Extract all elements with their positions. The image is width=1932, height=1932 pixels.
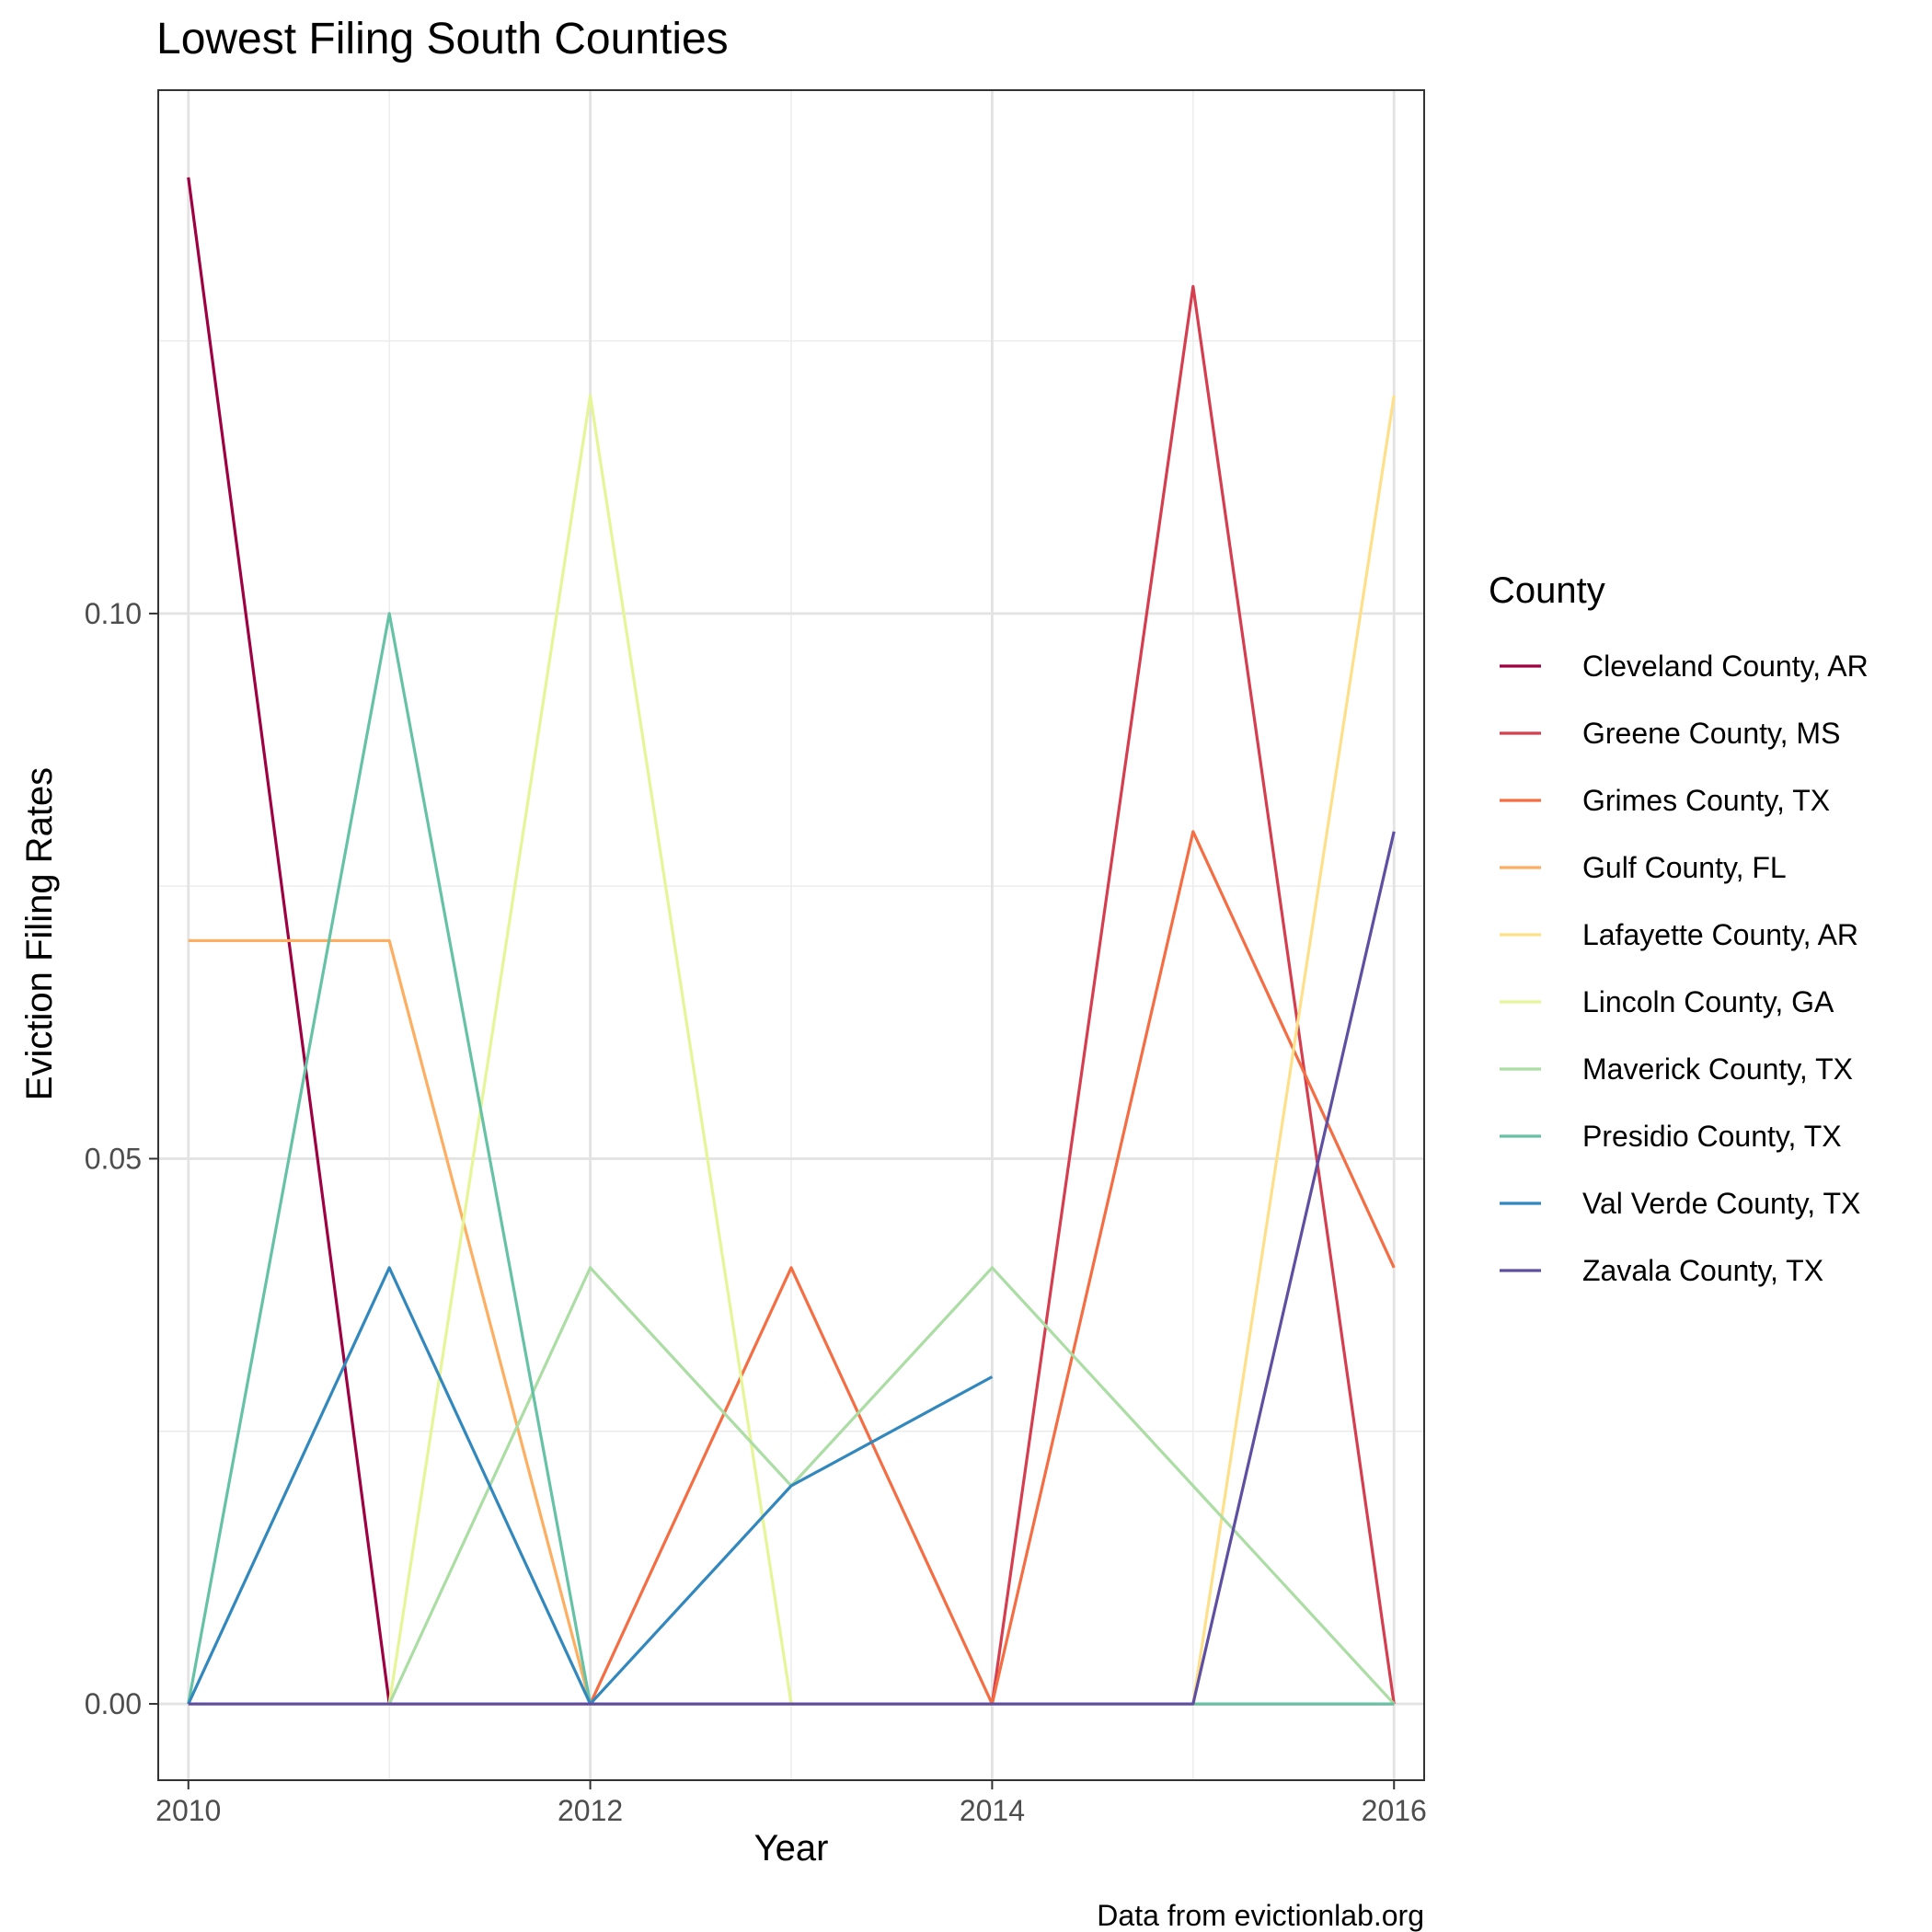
legend-title: County bbox=[1489, 570, 1605, 611]
x-axis-label: Year bbox=[754, 1828, 829, 1869]
legend-item: Presidio County, TX bbox=[1500, 1120, 1842, 1153]
legend-label: Grimes County, TX bbox=[1582, 784, 1830, 817]
x-axis: 2010 2012 2014 2016 bbox=[155, 1780, 1427, 1827]
legend-label: Val Verde County, TX bbox=[1582, 1187, 1860, 1220]
y-axis: 0.00 0.05 0.10 bbox=[85, 597, 158, 1720]
legend-label: Maverick County, TX bbox=[1582, 1052, 1853, 1086]
legend-item: Val Verde County, TX bbox=[1500, 1187, 1860, 1220]
y-tick-label: 0.05 bbox=[85, 1142, 142, 1175]
x-tick-label: 2014 bbox=[960, 1794, 1025, 1827]
chart-title: Lowest Filing South Counties bbox=[156, 15, 729, 63]
legend-item: Cleveland County, AR bbox=[1500, 650, 1869, 683]
legend-item: Lincoln County, GA bbox=[1500, 985, 1834, 1018]
y-tick-label: 0.10 bbox=[85, 597, 142, 630]
grid-minor bbox=[158, 90, 1424, 1780]
plot-panel bbox=[157, 89, 1425, 1781]
panel-border bbox=[157, 89, 1425, 1781]
y-axis-label: Eviction Filing Rates bbox=[19, 767, 60, 1100]
legend-label: Lafayette County, AR bbox=[1582, 918, 1858, 951]
series-lines bbox=[187, 177, 1396, 1706]
legend-label: Zavala County, TX bbox=[1582, 1254, 1823, 1287]
y-tick-label: 0.00 bbox=[85, 1687, 142, 1720]
series-line-10 bbox=[188, 831, 1396, 1706]
legend-items: Cleveland County, AR Greene County, MS Gri… bbox=[1500, 650, 1869, 1287]
legend-label: Presidio County, TX bbox=[1582, 1120, 1842, 1153]
x-tick-label: 2016 bbox=[1362, 1794, 1427, 1827]
legend: County Cleveland County, AR Greene County… bbox=[1489, 570, 1869, 1287]
legend-item: Zavala County, TX bbox=[1500, 1254, 1823, 1287]
legend-item: Gulf County, FL bbox=[1500, 851, 1787, 884]
legend-item: Lafayette County, AR bbox=[1500, 918, 1858, 951]
legend-label: Cleveland County, AR bbox=[1582, 650, 1869, 683]
legend-item: Greene County, MS bbox=[1500, 717, 1840, 750]
legend-item: Grimes County, TX bbox=[1500, 784, 1830, 817]
x-tick-label: 2010 bbox=[155, 1794, 221, 1827]
legend-item: Maverick County, TX bbox=[1500, 1052, 1853, 1086]
legend-label: Lincoln County, GA bbox=[1582, 985, 1834, 1018]
legend-label: Greene County, MS bbox=[1582, 717, 1840, 750]
x-tick-label: 2012 bbox=[558, 1794, 623, 1827]
legend-label: Gulf County, FL bbox=[1582, 851, 1787, 884]
caption: Data from evictionlab.org bbox=[1097, 1899, 1424, 1932]
